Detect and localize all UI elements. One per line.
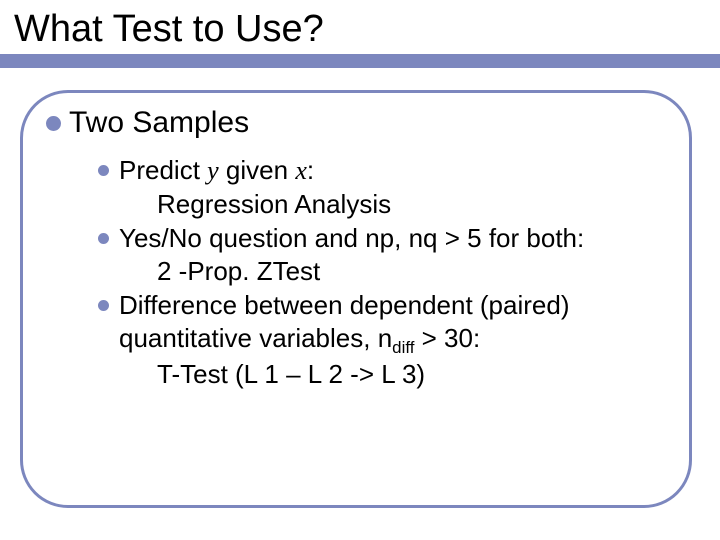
title-accent-bar bbox=[0, 54, 720, 68]
text-fragment: > 30: bbox=[414, 323, 480, 353]
sub-bullet-detail: T-Test (L 1 – L 2 -> L 3) bbox=[157, 358, 658, 391]
slide-title: What Test to Use? bbox=[14, 8, 332, 51]
bullet-icon bbox=[98, 233, 109, 244]
sub-bullet-item: Difference between dependent (paired) qu… bbox=[98, 289, 658, 390]
main-bullet-text: Two Samples bbox=[69, 106, 249, 140]
sub-bullet-item: Predict y given x: Regression Analysis bbox=[98, 154, 658, 220]
sub-bullet-detail: 2 -Prop. ZTest bbox=[157, 255, 584, 288]
main-bullet: Two Samples bbox=[46, 106, 249, 140]
variable-x: x bbox=[295, 156, 307, 185]
bullet-icon bbox=[98, 165, 109, 176]
bullet-icon bbox=[46, 116, 61, 131]
text-fragment: given bbox=[219, 155, 296, 185]
text-fragment: Yes/No question and np, nq > 5 for both: bbox=[119, 223, 584, 253]
variable-y: y bbox=[207, 156, 219, 185]
text-fragment: Difference between dependent (paired) qu… bbox=[119, 290, 570, 353]
sub-bullet-list: Predict y given x: Regression Analysis Y… bbox=[98, 154, 658, 392]
text-fragment: Predict bbox=[119, 155, 207, 185]
bullet-icon bbox=[98, 300, 109, 311]
sub-bullet-text: Predict y given x: Regression Analysis bbox=[119, 154, 391, 220]
sub-bullet-text: Difference between dependent (paired) qu… bbox=[119, 289, 658, 390]
sub-bullet-text: Yes/No question and np, nq > 5 for both:… bbox=[119, 222, 584, 287]
sub-bullet-detail: Regression Analysis bbox=[157, 188, 391, 221]
slide: What Test to Use? Two Samples Predict y … bbox=[0, 0, 720, 540]
sub-bullet-item: Yes/No question and np, nq > 5 for both:… bbox=[98, 222, 658, 287]
subscript: diff bbox=[392, 338, 414, 357]
text-fragment: : bbox=[307, 155, 314, 185]
